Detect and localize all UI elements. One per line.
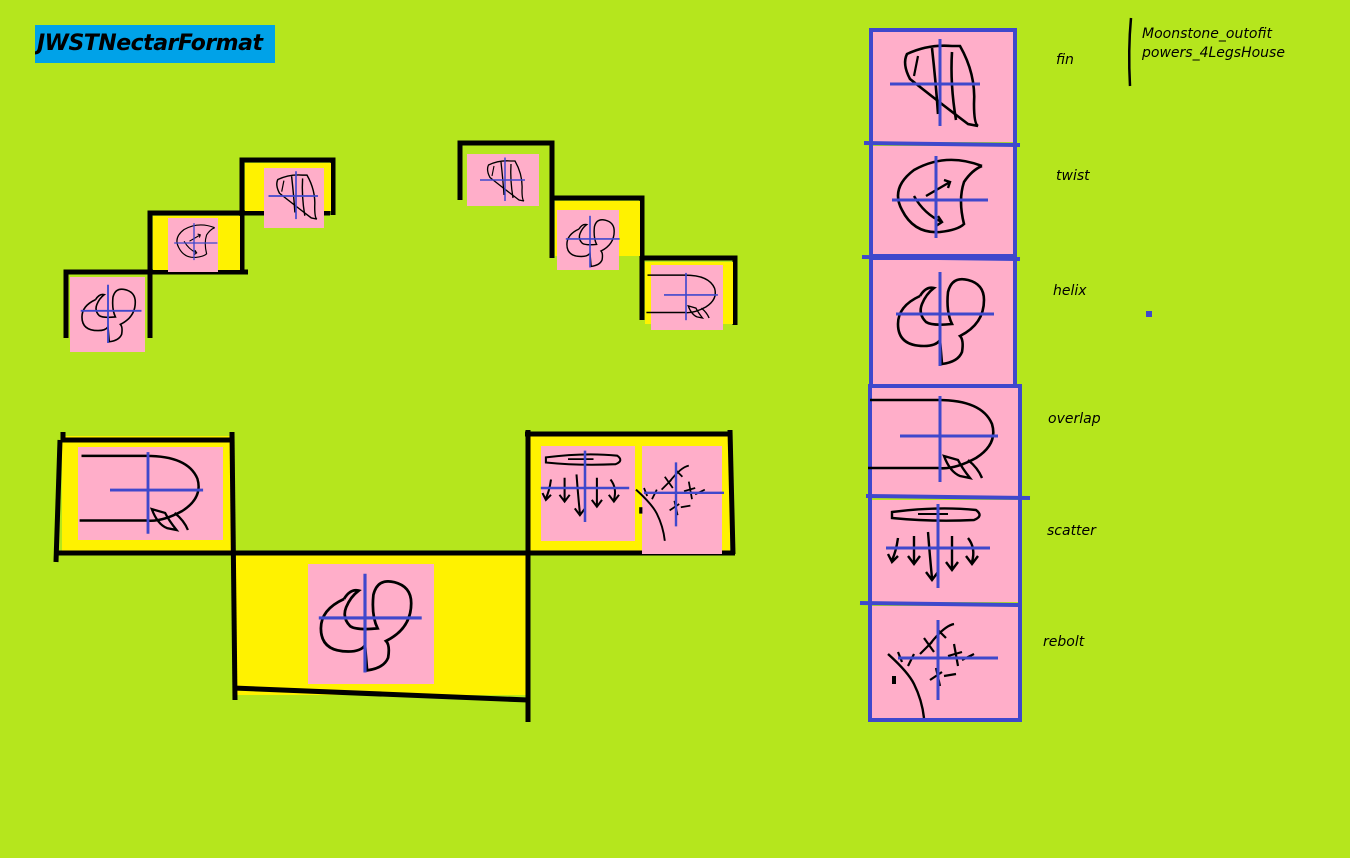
legend-label-fin: fin: [1056, 52, 1074, 68]
note-line-1: Moonstone_outofit: [1142, 26, 1272, 42]
note-bracket: [1127, 17, 1133, 87]
legend-label-rebolt: rebolt: [1043, 634, 1085, 650]
cell-overlap-large: [78, 447, 223, 540]
legend-column: [859, 28, 1031, 722]
staircase-left: [63, 157, 336, 352]
legend-label-scatter: scatter: [1047, 523, 1096, 539]
legend-label-twist: twist: [1056, 168, 1090, 184]
page-title: JWSTNectarFormat: [35, 25, 275, 63]
staircase-right: [457, 140, 738, 330]
cell-helix-small-2: [557, 210, 619, 270]
legend-label-overlap: overlap: [1048, 411, 1101, 427]
note-text: Moonstone_outofit powers_4LegsHouse: [1142, 25, 1285, 63]
cell-twist-small: [168, 218, 218, 272]
bottom-structure: [53, 429, 736, 722]
cell-rebolt-medium: [642, 446, 722, 554]
legend-label-helix: helix: [1053, 283, 1087, 299]
cell-helix-large: [308, 564, 434, 684]
note-line-2: powers_4LegsHouse: [1142, 45, 1285, 61]
blue-dot: [1146, 311, 1152, 317]
